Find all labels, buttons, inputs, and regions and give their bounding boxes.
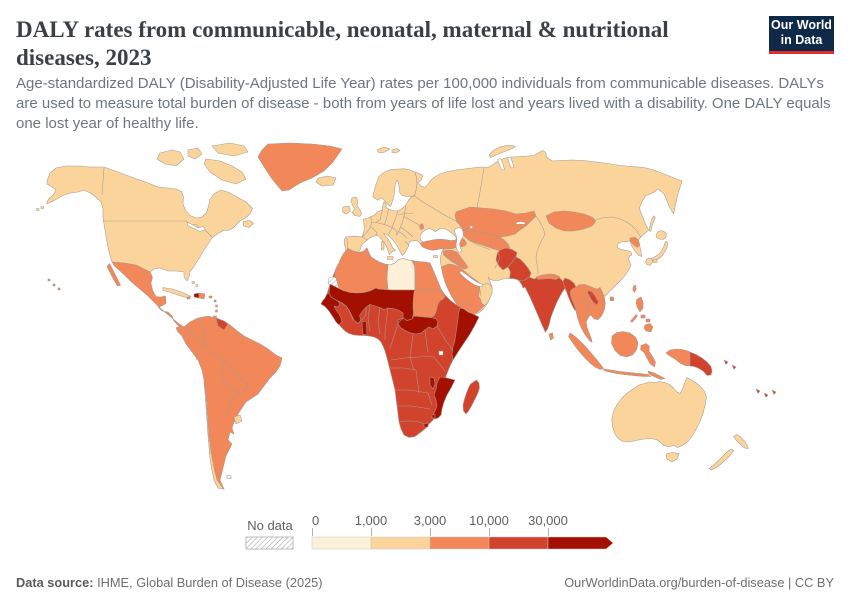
svg-text:0: 0 [312, 513, 319, 528]
svg-text:3,000: 3,000 [414, 513, 447, 528]
svg-text:10,000: 10,000 [469, 513, 509, 528]
svg-text:30,000: 30,000 [528, 513, 568, 528]
svg-text:No data: No data [247, 518, 293, 533]
svg-text:1,000: 1,000 [355, 513, 388, 528]
